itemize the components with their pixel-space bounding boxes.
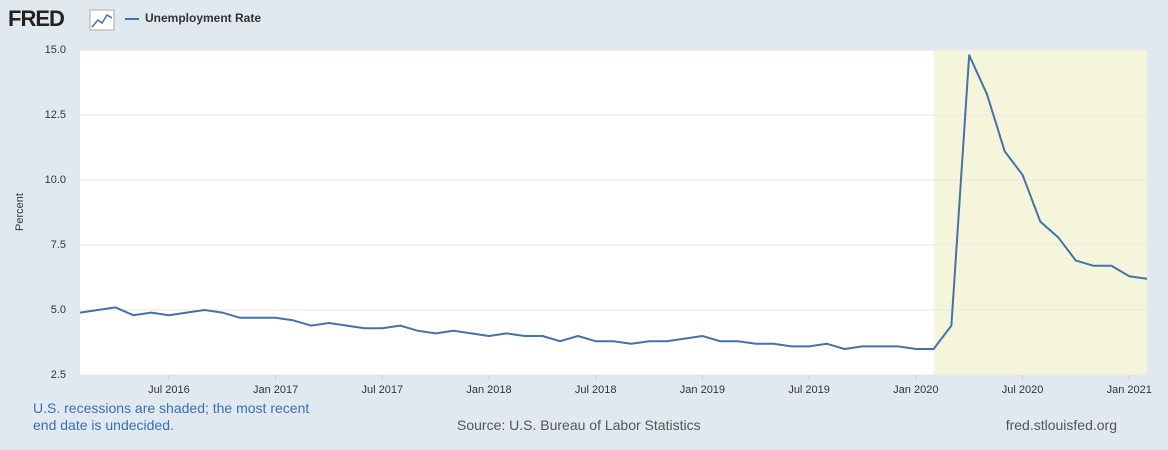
y-tick-label: 15.0: [45, 44, 66, 56]
y-tick-label: 10.0: [45, 174, 66, 186]
data-line: [79, 54, 1148, 350]
y-tick-label: 5.0: [51, 304, 66, 316]
chart: FRED Unemployment Rate Percent 2.5 5.0 7.5…: [8, 6, 1152, 396]
source: Source: U.S. Bureau of Labor Statistics: [457, 417, 701, 433]
logo-icon: [89, 9, 115, 31]
y-tick-label: 7.5: [51, 239, 66, 251]
legend-label: Unemployment Rate: [145, 11, 261, 25]
x-tick-label: Jul 2017: [362, 384, 404, 396]
x-tick-label: Jul 2019: [788, 384, 830, 396]
x-tick-label: Jul 2020: [1002, 384, 1044, 396]
x-tick-label: Jan 2019: [680, 384, 725, 396]
y-axis-label: Percent: [14, 193, 26, 231]
x-tick-label: Jan 2018: [466, 384, 511, 396]
recession-shade: [933, 50, 1147, 375]
x-tick-label: Jul 2016: [148, 384, 190, 396]
recession-note: U.S. recessions are shaded; the most rec…: [33, 400, 310, 433]
y-tick-label: 12.5: [45, 109, 66, 121]
x-tick-label: Jul 2018: [575, 384, 617, 396]
x-tick-label: Jan 2021: [1107, 384, 1152, 396]
x-tick-label: Jan 2017: [253, 384, 298, 396]
x-tick-label: Jan 2020: [893, 384, 938, 396]
y-tick-label: 2.5: [51, 369, 66, 381]
logo: FRED: [8, 6, 64, 31]
site-url: fred.stlouisfed.org: [1005, 417, 1117, 433]
